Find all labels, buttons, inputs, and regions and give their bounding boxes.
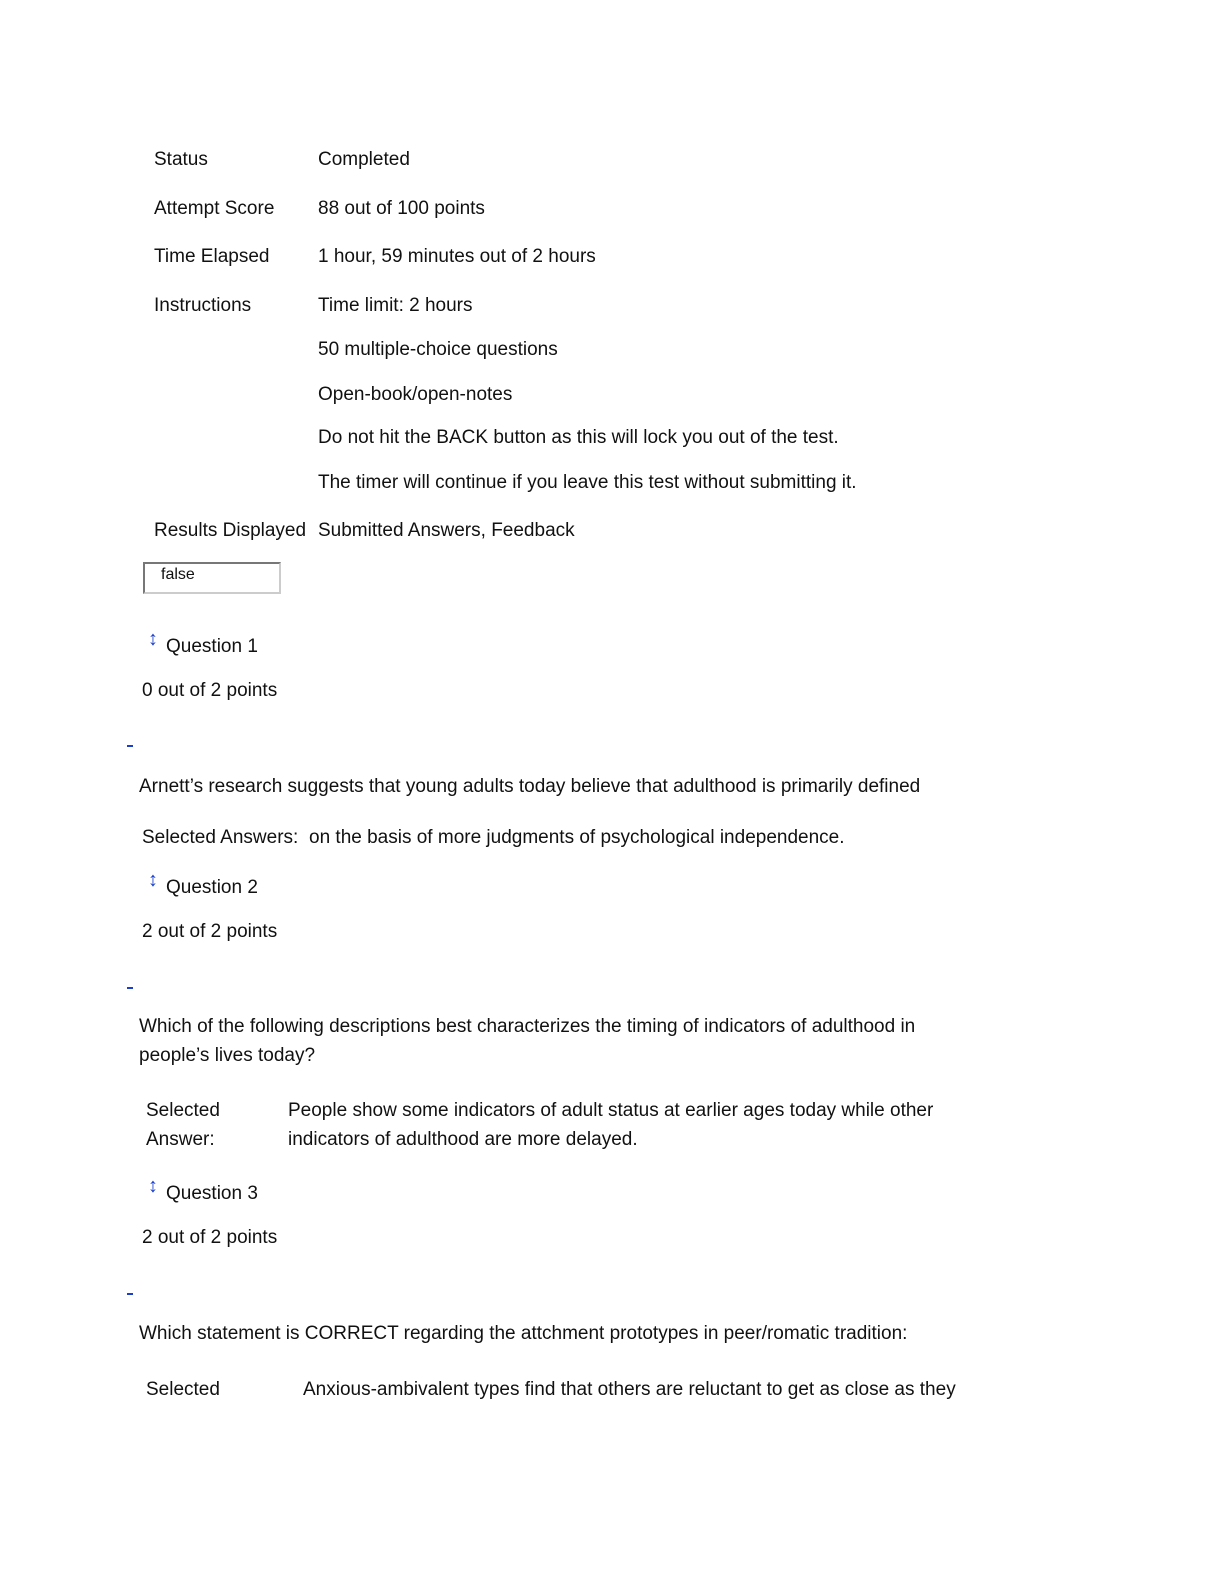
question-title: Question 1: [166, 636, 258, 657]
question-text: Which statement is CORRECT regarding the…: [139, 1323, 908, 1344]
question-points: 0 out of 2 points: [142, 680, 278, 701]
instruction-line: 50 multiple-choice questions: [318, 339, 558, 360]
instruction-line: Time limit: 2 hours: [318, 295, 473, 316]
status-value: Completed: [318, 149, 410, 170]
question-title: Question 3: [166, 1183, 258, 1204]
instruction-line: The timer will continue if you leave thi…: [318, 472, 857, 493]
status-label: Status: [154, 149, 208, 170]
question-text: Arnett’s research suggests that young ad…: [139, 776, 921, 797]
reorder-arrow-icon[interactable]: ↕: [148, 1175, 158, 1197]
answer-text: indicators of adulthood are more delayed…: [288, 1129, 638, 1150]
question-points: 2 out of 2 points: [142, 1227, 278, 1248]
answer-text: on the basis of more judgments of psycho…: [309, 827, 845, 848]
answer-label: Selected: [146, 1379, 220, 1400]
score-label: Attempt Score: [154, 198, 275, 219]
collapse-dash-icon[interactable]: [127, 1293, 133, 1295]
question-text: Which of the following descriptions best…: [139, 1016, 916, 1037]
answer-text: Anxious-ambivalent types find that other…: [303, 1379, 956, 1400]
score-value: 88 out of 100 points: [318, 198, 485, 219]
answer-label: Answer:: [146, 1129, 215, 1150]
instructions-label: Instructions: [154, 295, 252, 316]
answer-label: Selected: [146, 1100, 220, 1121]
collapse-dash-icon[interactable]: [127, 745, 133, 747]
false-field[interactable]: false: [143, 562, 281, 594]
question-points: 2 out of 2 points: [142, 921, 278, 942]
collapse-dash-icon[interactable]: [127, 987, 133, 989]
question-text: people’s lives today?: [139, 1045, 316, 1066]
results-label: Results Displayed: [154, 520, 307, 541]
reorder-arrow-icon[interactable]: ↕: [148, 628, 158, 650]
answer-text: People show some indicators of adult sta…: [288, 1100, 934, 1121]
question-title: Question 2: [166, 877, 258, 898]
time-value: 1 hour, 59 minutes out of 2 hours: [318, 246, 596, 267]
reorder-arrow-icon[interactable]: ↕: [148, 869, 158, 891]
time-label: Time Elapsed: [154, 246, 270, 267]
instruction-line: Open-book/open-notes: [318, 384, 513, 405]
answer-label: Selected Answers:: [142, 827, 299, 848]
instruction-line: Do not hit the BACK button as this will …: [318, 427, 839, 448]
results-value: Submitted Answers, Feedback: [318, 520, 575, 541]
